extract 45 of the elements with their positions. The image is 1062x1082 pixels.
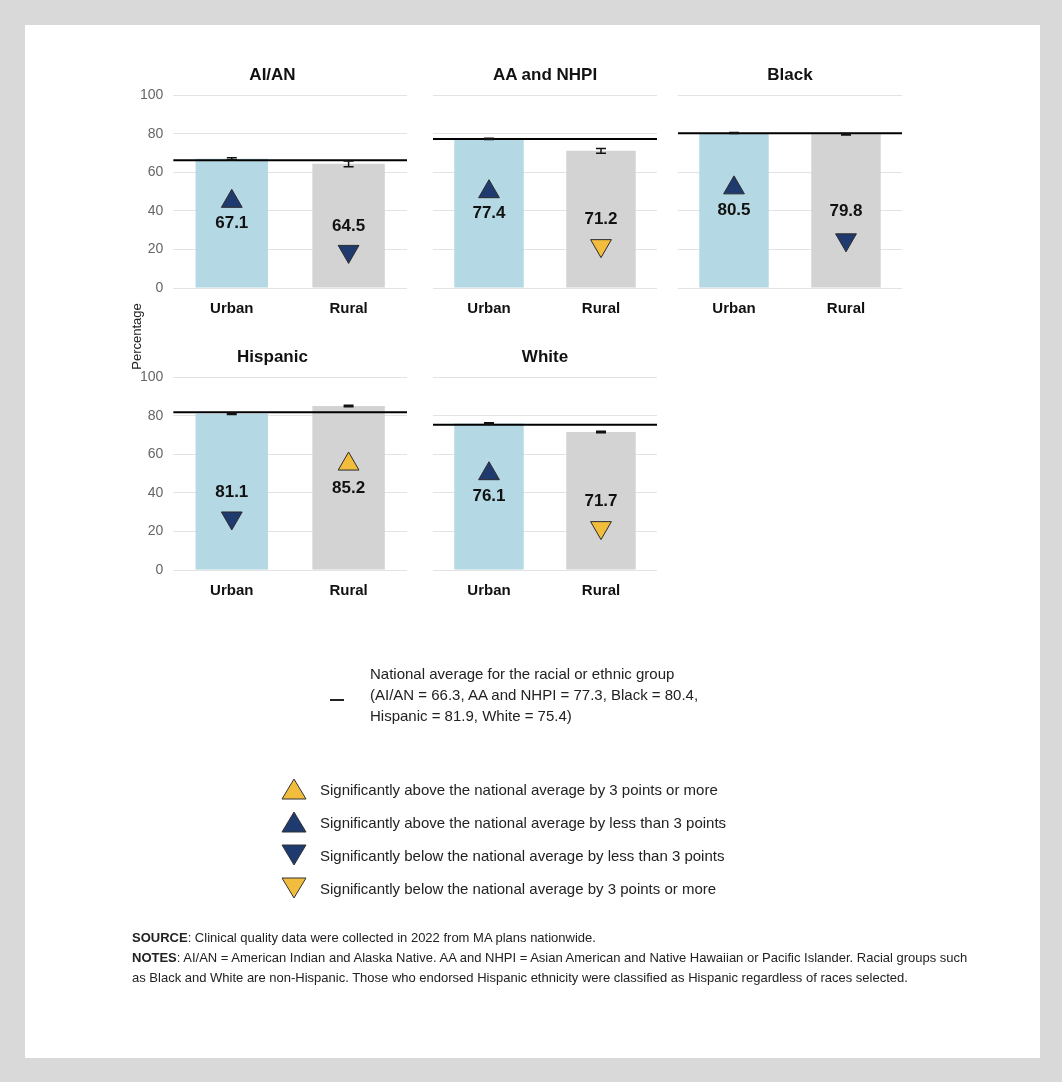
x-tick-label: Urban	[210, 581, 254, 599]
x-tick-label: Rural	[826, 299, 866, 317]
y-tick-label: 0	[155, 560, 164, 577]
y-tick-label: 40	[147, 483, 164, 500]
chart-title: Black	[767, 64, 814, 84]
data-label: 79.8	[829, 200, 863, 220]
x-tick-label: Rural	[329, 299, 368, 317]
chart-title: Hispanic	[237, 346, 308, 366]
text: Significantly below the national average by 3 points or more	[320, 879, 717, 899]
y-tick-label: 100	[140, 86, 164, 103]
y-axis-title: Percentage	[128, 303, 144, 370]
y-tick-label: 60	[147, 445, 164, 462]
data-label: 76.1	[472, 486, 506, 506]
chart-title: AI/AN	[249, 64, 296, 84]
y-tick-label: 20	[147, 522, 164, 539]
data-label: 71.2	[584, 209, 618, 229]
data-label: 80.5	[717, 200, 751, 220]
text: Significantly below the national average by less than 3 points	[320, 846, 725, 866]
data-label: 85.2	[332, 477, 366, 497]
chart-title: White	[521, 346, 569, 366]
x-tick-label: Rural	[581, 299, 621, 317]
y-tick-label: 60	[147, 163, 164, 180]
x-tick-label: Rural	[581, 581, 621, 599]
source-note: SOURCE: Clinical quality data were collected in 2022 from MA plans nationwide.	[132, 929, 597, 947]
text: NOTES: AI/AN = American Indian and Alaska Native. AA and NHPI = Asian American and Native Hawaiian or Pacific Islander. Racial groups such as Black and White are non-Hispanic. Those who endorsed Hispanic ethnicity were classified as Hispanic regardless of races selected.	[132, 949, 969, 987]
y-tick-label: 20	[147, 240, 164, 257]
x-tick-label: Urban	[467, 581, 511, 599]
data-label: 67.1	[215, 213, 249, 233]
x-tick-label: Urban	[467, 299, 511, 317]
text: National average for the racial or ethnic group (AI/AN = 66.3, AA and NHPI = 77.3, Black = 80.4, Hispanic = 81.9, White = 75.4)	[370, 664, 700, 726]
y-tick-label: 0	[155, 278, 164, 295]
data-label: 81.1	[215, 481, 249, 501]
text: Significantly above the national average by 3 points or more	[320, 780, 718, 800]
data-label: 71.7	[584, 490, 618, 510]
y-tick-label: 80	[147, 124, 164, 141]
data-label: 77.4	[472, 203, 507, 223]
y-tick-label: 100	[140, 368, 164, 385]
y-tick-label: 80	[147, 406, 164, 423]
y-tick-label: 40	[147, 201, 164, 218]
data-label: 64.5	[332, 215, 366, 235]
x-tick-label: Rural	[329, 581, 368, 599]
chart-title: AA and NHPI	[492, 64, 598, 84]
x-tick-label: Urban	[712, 299, 756, 317]
text: Significantly above the national average by less than 3 points	[320, 813, 727, 833]
x-tick-label: Urban	[210, 299, 254, 317]
